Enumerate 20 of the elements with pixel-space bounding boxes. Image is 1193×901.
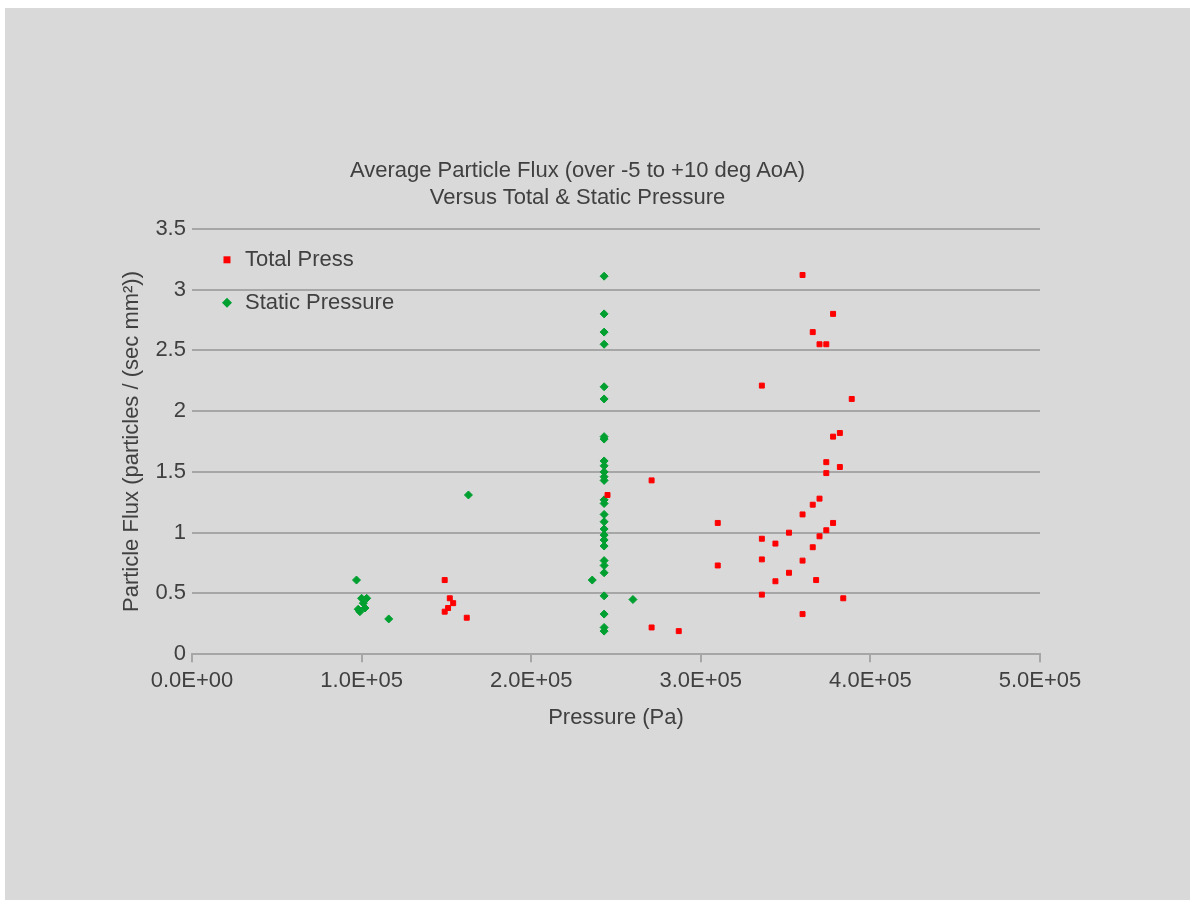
x-tick-label: 0.0E+00 <box>150 667 234 693</box>
y-tick-label: 2.5 <box>155 336 186 362</box>
x-tick-label: 5.0E+05 <box>998 667 1082 693</box>
text: Average Particle Flux (over -5 to +10 deg AoA) <box>349 157 806 183</box>
x-axis-title: Pressure (Pa) <box>548 703 684 729</box>
y-tick-label: 3 <box>173 275 186 301</box>
x-tick-label: 4.0E+05 <box>829 667 912 693</box>
y-tick-label: 0 <box>173 640 186 666</box>
text: Versus Total & Static Pressure <box>429 183 726 209</box>
x-tick-label: 1.0E+05 <box>320 667 403 693</box>
y-tick-label: 0.5 <box>155 579 186 605</box>
x-tick-label: 2.0E+05 <box>489 667 573 693</box>
y-axis-title: Particle Flux (particles / (sec mm²)) <box>118 270 144 613</box>
legend-label: Static Pressure <box>244 288 395 314</box>
y-tick-label: 1.5 <box>155 457 186 483</box>
y-tick-label: 3.5 <box>155 214 186 240</box>
x-tick-label: 3.0E+05 <box>659 667 743 693</box>
y-tick-label: 2 <box>173 397 186 423</box>
legend-label: Total Press <box>244 245 354 271</box>
y-tick-label: 1 <box>173 518 186 544</box>
